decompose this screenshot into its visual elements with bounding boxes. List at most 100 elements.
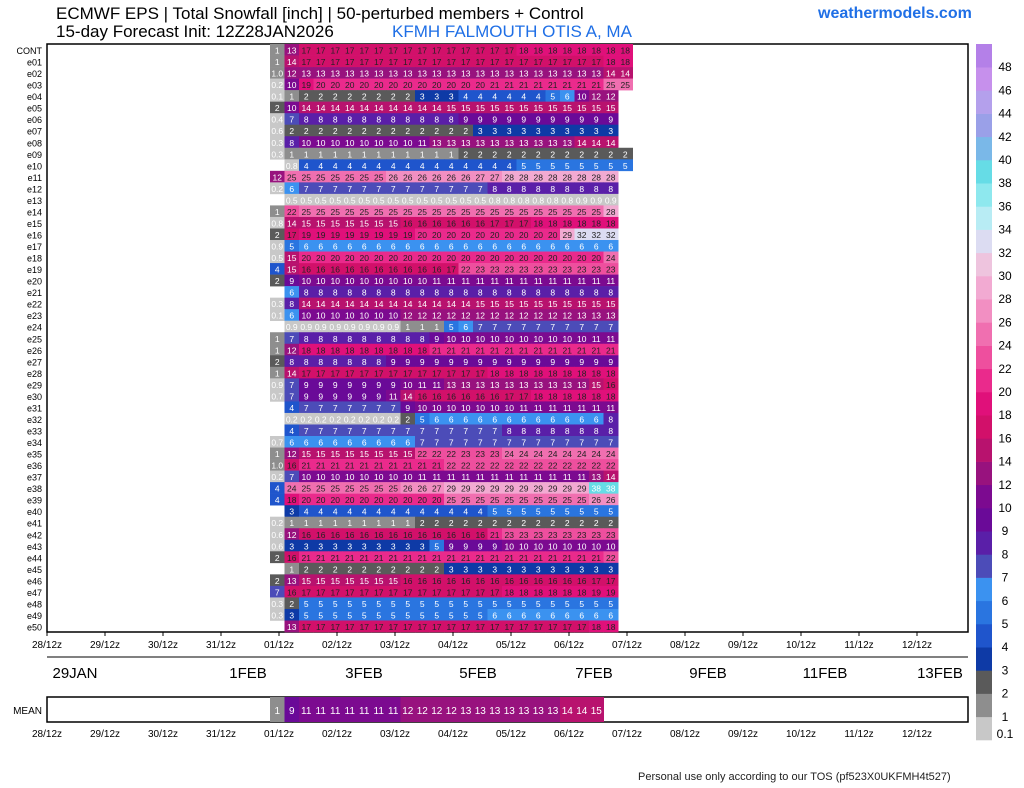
cell-value: 12 xyxy=(432,311,442,321)
heatmap-cell xyxy=(400,332,416,345)
cell-value: 16 xyxy=(403,265,413,275)
cell-value: 9 xyxy=(463,541,468,551)
heatmap-cell xyxy=(458,136,474,149)
cell-value: 1 xyxy=(333,149,338,159)
heatmap-cell xyxy=(603,378,619,391)
cell-value: 1.0 xyxy=(271,69,283,79)
cell-value: 4 xyxy=(478,161,483,171)
cell-value: 7 xyxy=(362,426,367,436)
heatmap-cell xyxy=(299,378,314,391)
cell-value: 16 xyxy=(418,391,428,401)
cell-value: 8 xyxy=(376,357,381,367)
heatmap-cell xyxy=(560,343,575,356)
cell-value: 0.8 xyxy=(489,195,501,205)
cell-value: 10 xyxy=(302,276,312,286)
heatmap-cell xyxy=(473,274,488,287)
heatmap-cell xyxy=(400,263,416,275)
heatmap-cell xyxy=(560,136,575,149)
cell-value: 25 xyxy=(331,207,341,217)
cell-value: 5 xyxy=(449,610,454,620)
cell-value: 25 xyxy=(447,207,457,217)
cell-value: 16 xyxy=(519,576,529,586)
cell-value: 10 xyxy=(374,472,384,482)
heatmap-cell xyxy=(313,378,329,391)
heatmap-cell xyxy=(589,482,604,494)
cell-value: 25 xyxy=(447,495,457,505)
cell-value: 0.5 xyxy=(329,195,341,205)
heatmap-cell xyxy=(589,55,604,68)
cell-value: 13 xyxy=(534,138,544,148)
cell-value: 13 xyxy=(519,380,529,390)
heatmap-cell xyxy=(516,55,532,68)
cell-value: 1 xyxy=(275,368,280,378)
heatmap-cell xyxy=(313,228,329,241)
cell-value: 8 xyxy=(289,357,294,367)
cell-value: 6 xyxy=(550,242,555,252)
cell-value: 25 xyxy=(331,484,341,494)
cell-value: 16 xyxy=(345,530,355,540)
cell-value: 32 xyxy=(577,230,587,240)
cell-value: 17 xyxy=(519,218,529,228)
heatmap-cell xyxy=(342,55,358,68)
cell-value: 6 xyxy=(594,610,599,620)
heatmap-cell xyxy=(400,124,416,137)
heatmap-cell xyxy=(618,44,633,56)
heatmap-cell xyxy=(386,608,401,621)
colorbar-tick-label: 22 xyxy=(998,362,1012,376)
heatmap-cell xyxy=(270,263,285,275)
heatmap-cell xyxy=(574,170,590,183)
brand-link[interactable]: weathermodels.com xyxy=(818,5,972,22)
heatmap-cell xyxy=(313,401,329,414)
heatmap-cell xyxy=(560,482,575,494)
heatmap-cell xyxy=(516,44,532,56)
cell-value: 11 xyxy=(577,403,586,413)
heatmap-cell xyxy=(589,355,604,368)
cell-value: 8 xyxy=(507,288,512,298)
heatmap-cell xyxy=(545,205,561,218)
heatmap-cell xyxy=(284,332,300,345)
cell-value: 1 xyxy=(275,207,280,217)
cell-value: 7 xyxy=(478,438,483,448)
heatmap-cell xyxy=(458,113,474,126)
heatmap-cell xyxy=(386,286,401,298)
cell-value: 22 xyxy=(447,449,457,459)
heatmap-cell xyxy=(574,401,590,414)
cell-value: 5 xyxy=(507,599,512,609)
heatmap-cell xyxy=(516,297,532,310)
heatmap-cell xyxy=(560,401,575,414)
heatmap-cell xyxy=(603,505,619,518)
heatmap-cell xyxy=(270,355,285,368)
heatmap-cell xyxy=(589,620,604,633)
heatmap-cell xyxy=(589,182,604,195)
cell-value: 16 xyxy=(432,576,442,586)
cell-value: 10 xyxy=(505,403,515,413)
cell-value: 15 xyxy=(476,299,486,309)
cell-value: 10 xyxy=(374,138,384,148)
cell-value: 17 xyxy=(403,368,413,378)
cell-value: 5 xyxy=(608,599,613,609)
heatmap-cell xyxy=(473,562,488,575)
cell-value: 0.9 xyxy=(271,380,283,390)
heatmap-cell xyxy=(313,505,329,518)
heatmap-cell xyxy=(371,159,387,172)
cell-value: 15 xyxy=(403,449,413,459)
cell-value: 7 xyxy=(289,391,294,401)
heatmap-cell xyxy=(560,459,575,471)
cell-value: 0.3 xyxy=(271,149,283,159)
mean-value: 13 xyxy=(504,706,516,717)
heatmap-cell xyxy=(342,228,358,241)
colorbar-swatch xyxy=(976,392,992,416)
cell-value: 28 xyxy=(534,172,544,182)
cell-value: 4 xyxy=(536,92,541,102)
cell-value: 17 xyxy=(418,57,428,67)
cell-value: 10 xyxy=(577,334,587,344)
cell-value: 2 xyxy=(420,518,425,528)
cell-value: 9 xyxy=(579,115,584,125)
heatmap-cell xyxy=(603,205,619,218)
heatmap-cell xyxy=(342,90,358,102)
cell-value: 23 xyxy=(606,530,616,540)
cell-value: 13 xyxy=(563,380,573,390)
colorbar-swatch xyxy=(976,484,992,509)
heatmap-cell xyxy=(386,378,401,391)
cell-value: 10 xyxy=(345,311,355,321)
